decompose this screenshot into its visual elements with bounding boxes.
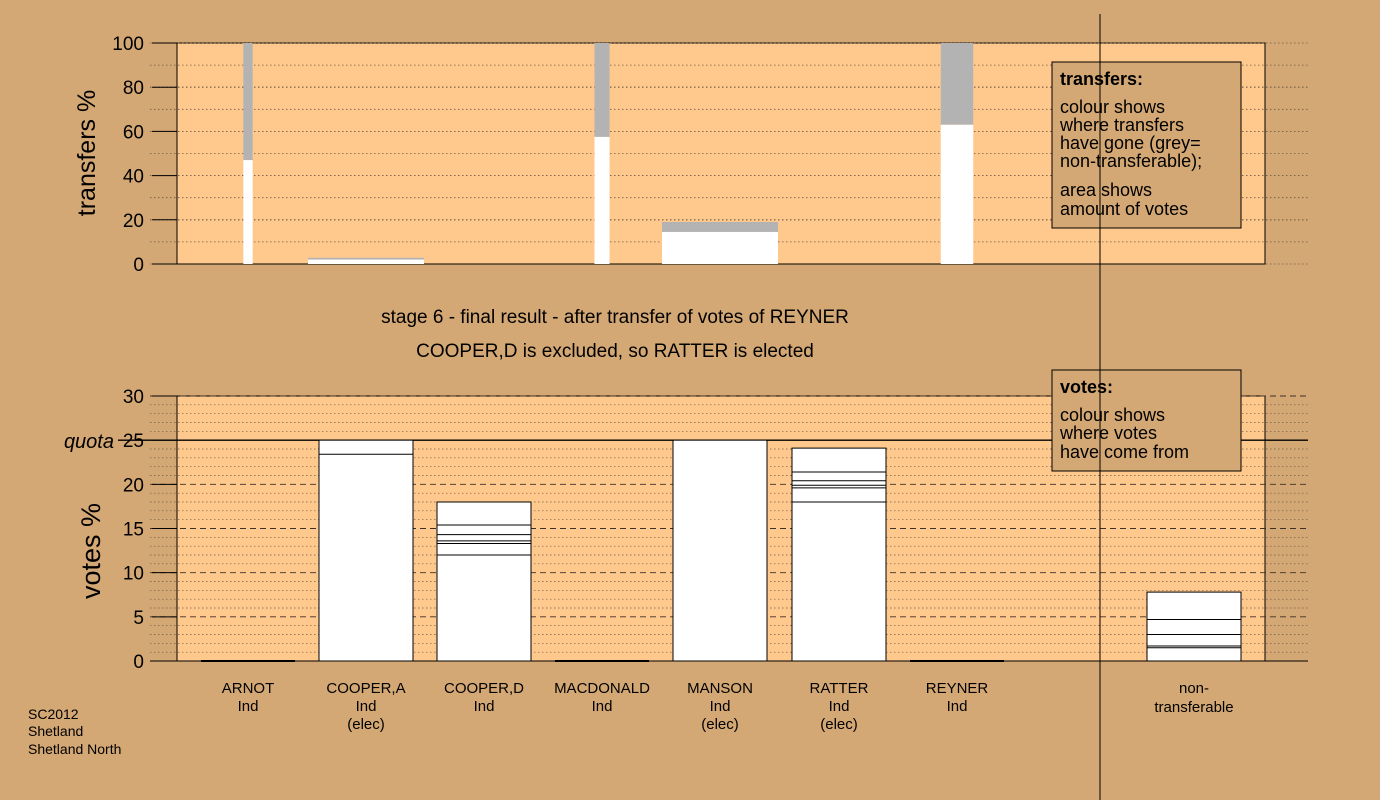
transfers-legend-line: area shows — [1060, 180, 1152, 200]
votes-tick-label: 20 — [123, 475, 144, 496]
votes-bar — [672, 439, 768, 662]
candidate-name: COOPER,A — [326, 680, 405, 697]
votes-legend-line: where votes — [1059, 423, 1157, 443]
transfers-tick-label: 20 — [123, 211, 144, 232]
transfers-tick-label: 80 — [123, 78, 144, 99]
candidate-name: ARNOT — [222, 680, 275, 697]
candidate-party: Ind — [592, 698, 613, 715]
votes-legend-line: colour shows — [1060, 405, 1165, 425]
transfers-bar-transferred — [940, 124, 974, 265]
candidate-party: Ind — [474, 698, 495, 715]
candidate-name: RATTER — [810, 680, 869, 697]
votes-bar — [318, 439, 414, 662]
votes-tick-label: 5 — [133, 608, 144, 629]
transfers-legend-line: non-transferable); — [1060, 151, 1202, 171]
transfers-legend-line: amount of votes — [1060, 199, 1188, 219]
stage-title: stage 6 - final result - after transfer … — [381, 307, 849, 328]
candidate-name: REYNER — [926, 680, 989, 697]
transfers-tick-label: 100 — [112, 34, 144, 55]
transfers-tick-label: 60 — [123, 122, 144, 143]
transfers-bar-nontransferable — [940, 43, 974, 125]
transfers-bar-transferred — [308, 259, 424, 264]
candidate-status: (elec) — [820, 716, 858, 733]
transfers-y-axis-label: transfers % — [73, 90, 101, 216]
votes-y-axis-label: votes % — [76, 503, 106, 599]
footer-line: Shetland — [28, 723, 83, 739]
votes-tick-label: 0 — [133, 652, 144, 673]
candidate-party: Ind — [829, 698, 850, 715]
candidate-party: Ind — [947, 698, 968, 715]
candidate-status: (elec) — [347, 716, 385, 733]
quota-label: quota — [64, 431, 114, 453]
votes-tick-label: 15 — [123, 520, 144, 541]
transfers-legend-line: where transfers — [1059, 115, 1184, 135]
transfers-bar-nontransferable — [243, 43, 253, 161]
candidate-labels: ARNOTIndCOOPER,AInd(elec)COOPER,DIndMACD… — [222, 680, 989, 733]
transfers-bars — [243, 43, 974, 265]
transfers-bar-nontransferable — [662, 222, 778, 232]
votes-bar — [1146, 591, 1242, 662]
transfers-legend-line: have gone (grey= — [1060, 133, 1201, 153]
transfers-bar-transferred — [594, 136, 610, 264]
votes-legend-title: votes: — [1060, 377, 1113, 397]
votes-bar — [791, 447, 887, 662]
transfers-tick-label: 40 — [123, 167, 144, 188]
candidate-party: Ind — [238, 698, 259, 715]
transfers-y-ticks: 0 20 40 60 80 100 — [112, 34, 177, 276]
candidate-name: MANSON — [687, 680, 753, 697]
nontransferable-label-line: non- — [1179, 680, 1209, 697]
votes-tick-label: 10 — [123, 564, 144, 585]
candidate-party: Ind — [710, 698, 731, 715]
transfers-bar-transferred — [243, 160, 253, 264]
footer-line: SC2012 — [28, 706, 79, 722]
votes-y-ticks: 0 5 10 15 20 25 30 — [123, 387, 177, 673]
transfers-tick-label: 0 — [133, 255, 144, 276]
votes-bar — [436, 501, 532, 662]
transfers-bar-nontransferable — [308, 257, 424, 260]
votes-legend-box: votes: colour shows where votes have com… — [1051, 369, 1242, 472]
nontransferable-label-line: transferable — [1154, 699, 1233, 716]
votes-tick-label: 25 — [123, 431, 144, 452]
candidate-name: MACDONALD — [554, 680, 650, 697]
footer-line: Shetland North — [28, 741, 121, 757]
transfers-bar-transferred — [662, 231, 778, 264]
stage-subtitle: COOPER,D is excluded, so RATTER is elect… — [416, 341, 814, 362]
candidate-status: (elec) — [701, 716, 739, 733]
transfers-legend-box: transfers: colour shows where transfers … — [1051, 61, 1242, 229]
transfers-bar-nontransferable — [594, 43, 610, 137]
votes-legend-line: have come from — [1060, 442, 1189, 462]
votes-tick-label: 30 — [123, 387, 144, 408]
transfers-legend-title: transfers: — [1060, 69, 1143, 89]
votes-bars — [201, 439, 1242, 662]
candidate-name: COOPER,D — [444, 680, 524, 697]
candidate-party: Ind — [356, 698, 377, 715]
transfers-legend-line: colour shows — [1060, 97, 1165, 117]
